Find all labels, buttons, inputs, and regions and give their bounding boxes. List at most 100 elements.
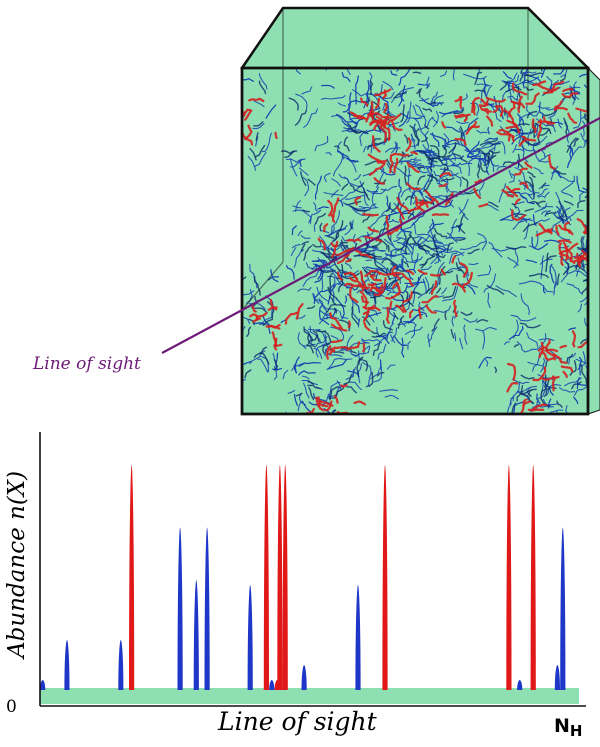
structure-filament xyxy=(337,278,344,293)
structure-filament xyxy=(391,314,396,324)
structure-filament xyxy=(297,230,303,236)
structure-filament xyxy=(485,84,493,98)
structure-filament xyxy=(412,105,426,118)
structure-filament xyxy=(335,248,354,256)
structure-filament xyxy=(210,63,211,89)
structure-filament xyxy=(440,70,448,77)
structure-filament xyxy=(543,86,559,94)
structure-filament xyxy=(398,68,411,86)
structure-filament xyxy=(320,95,346,100)
structure-filament xyxy=(341,72,351,82)
structure-filament xyxy=(409,125,421,142)
structure-filament xyxy=(384,394,399,400)
structure-filament xyxy=(364,269,381,278)
structure-filament xyxy=(577,200,586,209)
structure-filament xyxy=(329,272,333,291)
structure-filament xyxy=(328,357,353,369)
structure-filament xyxy=(541,149,546,158)
structure-filament xyxy=(361,339,370,344)
peak-blue-3 xyxy=(177,527,183,690)
structure-filament xyxy=(401,291,413,303)
structure-filament xyxy=(424,153,438,163)
structure-filament xyxy=(568,352,577,365)
structure-filament xyxy=(442,167,446,173)
structure-filament xyxy=(334,145,340,149)
structure-filament xyxy=(486,284,505,295)
structure-filament xyxy=(401,304,407,313)
structure-filament xyxy=(273,359,278,371)
structure-filament xyxy=(478,181,485,196)
structure-filament xyxy=(410,133,416,142)
structure-filament xyxy=(379,277,387,295)
structure-filament xyxy=(520,422,538,423)
structure-filament xyxy=(451,315,454,327)
structure-filament xyxy=(409,243,430,253)
structure-filament xyxy=(260,352,270,365)
structure-filament xyxy=(551,375,556,392)
structure-filament xyxy=(407,154,414,158)
structure-filament xyxy=(377,121,391,141)
structure-filament xyxy=(335,220,344,240)
structure-filament xyxy=(541,375,560,381)
structure-filament xyxy=(397,315,405,329)
structure-filament xyxy=(566,353,574,364)
structure-filament xyxy=(265,324,276,329)
peak-blue-9 xyxy=(355,585,361,690)
structure-filament xyxy=(377,236,388,250)
structure-filament xyxy=(418,87,422,98)
structure-filament xyxy=(430,91,438,104)
structure-filament xyxy=(453,153,468,163)
structure-filament xyxy=(223,111,231,118)
structure-filament xyxy=(445,177,449,193)
structure-filament xyxy=(476,129,488,134)
structure-filament xyxy=(505,453,516,454)
structure-filament xyxy=(318,304,330,325)
structure-filament xyxy=(282,369,289,380)
structure-filament xyxy=(545,252,549,272)
nh-subscript: H xyxy=(570,722,583,740)
structure-filament xyxy=(486,453,498,455)
structure-filament xyxy=(557,118,562,129)
structure-filament xyxy=(305,408,315,414)
structure-filament xyxy=(459,337,464,350)
structure-filament xyxy=(548,79,560,90)
structure-filament xyxy=(323,418,331,429)
structure-filament xyxy=(520,293,530,315)
structure-filament xyxy=(292,205,302,209)
structure-filament xyxy=(349,184,365,194)
structure-filament xyxy=(511,209,526,222)
structure-filament xyxy=(285,265,295,280)
structure-filament xyxy=(291,244,301,249)
structure-filament xyxy=(511,402,517,414)
structure-filament xyxy=(345,194,365,200)
structure-filament xyxy=(369,80,374,96)
structure-filament xyxy=(329,386,340,401)
structure-filament xyxy=(541,182,547,189)
structure-filament xyxy=(325,458,337,481)
structure-filament xyxy=(363,321,371,332)
structure-filament xyxy=(502,161,515,166)
structure-filament xyxy=(381,258,398,266)
structure-filament xyxy=(330,213,336,223)
structure-filament xyxy=(242,82,243,84)
structure-filament xyxy=(223,111,231,118)
structure-filament xyxy=(318,402,329,408)
structure-filament xyxy=(555,224,560,236)
structure-filament xyxy=(331,409,337,414)
structure-filament xyxy=(242,108,252,117)
structure-filament xyxy=(373,121,381,131)
structure-filament xyxy=(196,102,206,107)
structure-filament xyxy=(439,172,452,178)
structure-filament xyxy=(407,167,411,192)
structure-filament xyxy=(448,141,457,154)
cube-front-edge xyxy=(240,66,590,416)
structure-filament xyxy=(562,87,574,93)
structure-filament xyxy=(440,177,455,182)
structure-filament xyxy=(576,377,580,389)
structure-filament xyxy=(386,203,391,212)
abundance-chart: Abundance n(X) Line of sight 0 NH xyxy=(4,432,586,740)
structure-filament xyxy=(474,71,483,85)
structure-filament xyxy=(367,370,380,388)
structure-filament xyxy=(374,137,390,146)
structure-filament xyxy=(390,262,406,272)
